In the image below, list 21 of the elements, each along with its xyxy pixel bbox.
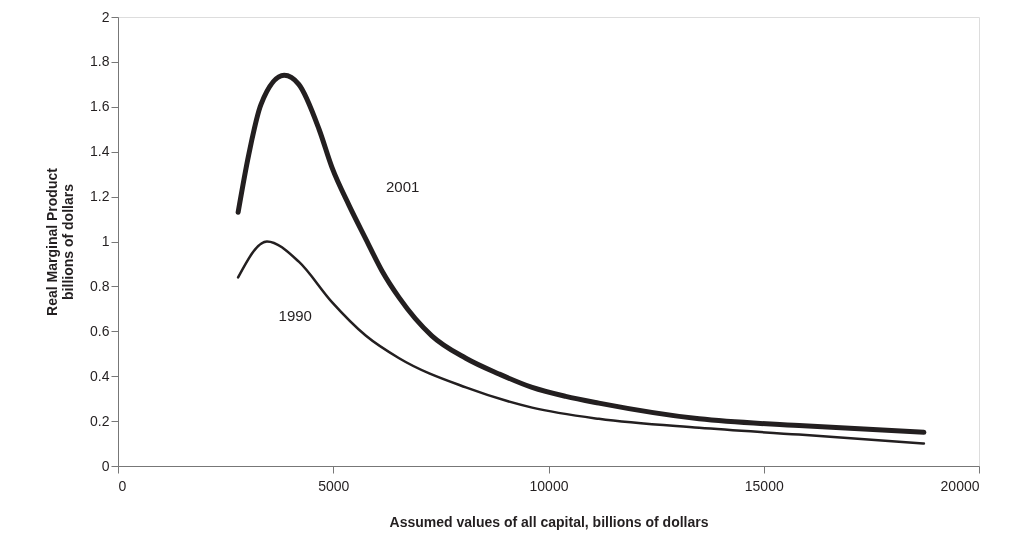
y-tick-label: 1.4 [90,143,110,160]
x-tick-label: 5000 [318,477,350,494]
x-tick-label: 10000 [529,477,569,494]
y-tick-label: 1.8 [90,53,110,70]
y-tick-label: 1.2 [90,188,110,205]
y-axis-title: Real Marginal Product billions of dollars [44,167,77,316]
y-tick-label: 0 [101,457,110,474]
y-tick-label: 0.4 [90,367,110,384]
x-axis-title: Assumed values of all capital, billions of dollars [389,513,709,530]
series-label: 1990 [278,307,312,325]
x-tick-label: 20000 [940,477,980,494]
y-tick-label: 0.8 [90,277,110,294]
line-series [236,240,926,445]
y-tick-label: 2 [101,8,110,25]
y-tick-label: 1 [101,233,110,249]
x-tick-label: 15000 [744,477,784,494]
x-tick-label: 0 [118,477,127,494]
y-tick-label: 0.2 [90,412,110,429]
y-tick-label: 1.6 [90,98,110,115]
text: 2001 [385,178,420,196]
y-tick-label: 0.6 [90,322,110,339]
